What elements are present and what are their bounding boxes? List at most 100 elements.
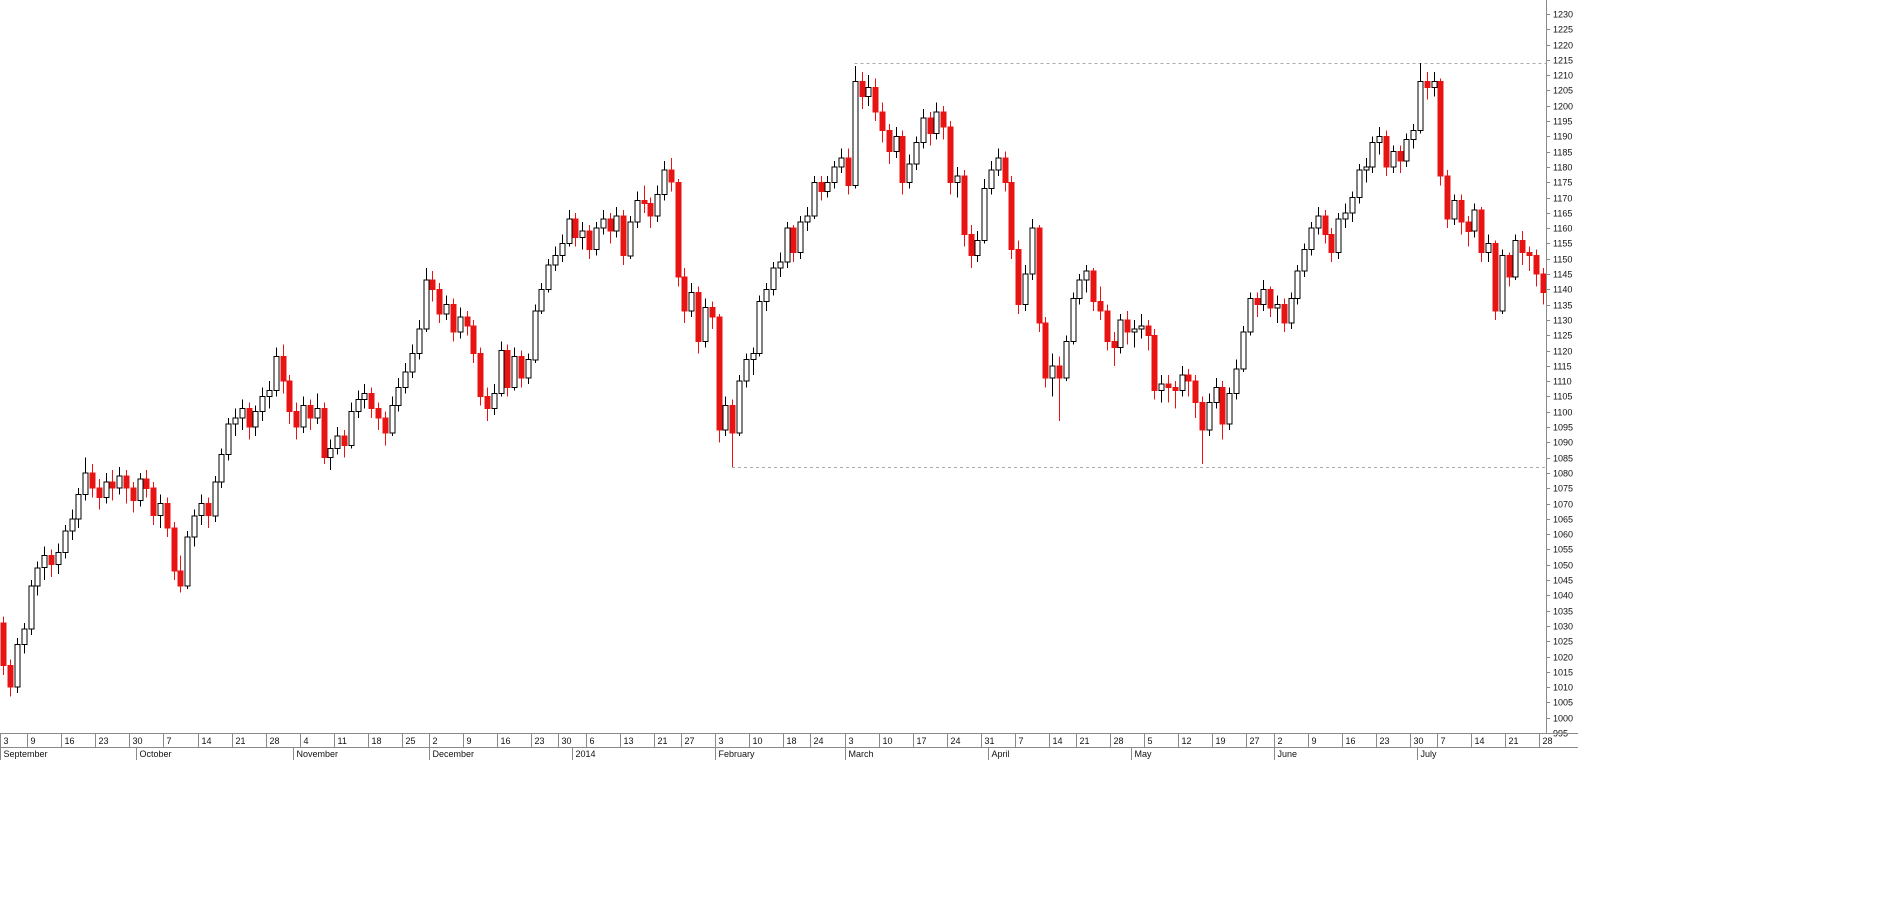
candle-body[interactable] — [763, 288, 770, 303]
candle-body[interactable] — [1328, 233, 1335, 254]
candle-body[interactable] — [797, 221, 804, 254]
candle-body[interactable] — [1015, 249, 1022, 306]
candle-body[interactable] — [1465, 221, 1472, 232]
candle-body[interactable] — [143, 478, 150, 489]
candle-body[interactable] — [532, 310, 539, 361]
candle-body[interactable] — [123, 475, 130, 489]
candle-body[interactable] — [7, 665, 14, 688]
candle-body[interactable] — [1083, 270, 1090, 281]
candle-body[interactable] — [1437, 80, 1444, 177]
candle-body[interactable] — [1281, 304, 1288, 324]
candle-body[interactable] — [150, 487, 157, 517]
candle-body[interactable] — [1410, 129, 1417, 141]
candle-body[interactable] — [968, 233, 975, 257]
candle-body[interactable] — [498, 350, 505, 394]
candle-body[interactable] — [1036, 227, 1043, 324]
candle-body[interactable] — [429, 279, 436, 290]
candle-body[interactable] — [1179, 374, 1186, 391]
candle-body[interactable] — [743, 359, 750, 382]
candle-body[interactable] — [423, 279, 430, 330]
candle-body[interactable] — [607, 218, 614, 232]
candle-body[interactable] — [225, 423, 232, 456]
candle-body[interactable] — [1397, 151, 1404, 162]
candle-body[interactable] — [1247, 298, 1254, 333]
candle-body[interactable] — [402, 371, 409, 388]
candle-body[interactable] — [729, 405, 736, 434]
candle-body[interactable] — [1356, 169, 1363, 198]
candle-body[interactable] — [1111, 340, 1118, 348]
candle-body[interactable] — [1233, 368, 1240, 394]
candle-body[interactable] — [1165, 383, 1172, 388]
candle-body[interactable] — [859, 80, 866, 98]
candle-body[interactable] — [852, 80, 859, 186]
time-axis[interactable]: 3 9 16 23 30 7 14 21 28 4 11 18 25 2 9 16 23 30 6 13 21 27 3 10… — [0, 733, 1578, 761]
plot-area[interactable] — [0, 63, 1547, 697]
candle-body[interactable] — [375, 408, 382, 419]
candle-body[interactable] — [395, 386, 402, 407]
candle-body[interactable] — [1390, 151, 1397, 168]
candle-body[interactable] — [1260, 288, 1267, 306]
candle-body[interactable] — [184, 536, 191, 587]
candle-body[interactable] — [218, 454, 225, 483]
candle-body[interactable] — [382, 417, 389, 434]
candle-body[interactable] — [1342, 212, 1349, 220]
candle-body[interactable] — [525, 359, 532, 379]
candle-body[interactable] — [82, 472, 89, 495]
candle-body[interactable] — [109, 481, 116, 489]
candle-body[interactable] — [1512, 239, 1519, 278]
candle-body[interactable] — [600, 218, 607, 229]
candle-body[interactable] — [906, 163, 913, 183]
candle-body[interactable] — [286, 380, 293, 413]
price-axis[interactable]: 1230 1225 1220 1215 1210 1205 1200 1195 1190 1185… — [1546, 0, 1573, 739]
candle-body[interactable] — [470, 325, 477, 355]
candle-body[interactable] — [1444, 175, 1451, 220]
candle-body[interactable] — [893, 135, 900, 153]
candle-body[interactable] — [1519, 239, 1526, 254]
candle-body[interactable] — [1267, 288, 1274, 309]
candle-body[interactable] — [511, 356, 518, 388]
candle-body[interactable] — [1022, 273, 1029, 306]
candle-body[interactable] — [457, 316, 464, 333]
candle-body[interactable] — [1049, 365, 1056, 379]
candle-body[interactable] — [1151, 334, 1158, 391]
candle-body[interactable] — [1158, 383, 1165, 391]
candle-body[interactable] — [756, 301, 763, 355]
candle-body[interactable] — [668, 169, 675, 183]
candle-body[interactable] — [1315, 215, 1322, 229]
candle-body[interactable] — [1322, 215, 1329, 235]
candle-body[interactable] — [1431, 80, 1438, 88]
candle-body[interactable] — [130, 487, 137, 501]
candle-body[interactable] — [579, 230, 586, 238]
candle-body[interactable] — [995, 157, 1002, 171]
candle-body[interactable] — [1131, 328, 1138, 333]
candle-body[interactable] — [627, 221, 634, 257]
candle-body[interactable] — [634, 200, 641, 223]
candle-body[interactable] — [702, 307, 709, 342]
candle-body[interactable] — [593, 227, 600, 251]
candle-body[interactable] — [171, 527, 178, 572]
candle-body[interactable] — [1070, 298, 1077, 342]
candle-body[interactable] — [1363, 166, 1370, 171]
candle-body[interactable] — [464, 316, 471, 327]
candle-body[interactable] — [824, 181, 831, 193]
candle-body[interactable] — [913, 142, 920, 165]
candle-body[interactable] — [1104, 310, 1111, 342]
candle-body[interactable] — [838, 157, 845, 168]
candle-body[interactable] — [1349, 197, 1356, 214]
candle-body[interactable] — [1076, 279, 1083, 300]
candle-body[interactable] — [355, 399, 362, 413]
candle-body[interactable] — [116, 475, 123, 489]
candle-body[interactable] — [872, 86, 879, 113]
candle-body[interactable] — [246, 408, 253, 428]
candle-body[interactable] — [504, 350, 511, 388]
candle-body[interactable] — [232, 417, 239, 425]
candle-body[interactable] — [75, 493, 82, 520]
candle-body[interactable] — [865, 86, 872, 98]
candle-body[interactable] — [1219, 386, 1226, 425]
candle-body[interactable] — [722, 405, 729, 431]
candle-body[interactable] — [361, 392, 368, 400]
candle-body[interactable] — [1124, 319, 1131, 333]
candle-body[interactable] — [28, 585, 35, 630]
candle-body[interactable] — [1254, 298, 1261, 306]
candle-body[interactable] — [1308, 227, 1315, 251]
